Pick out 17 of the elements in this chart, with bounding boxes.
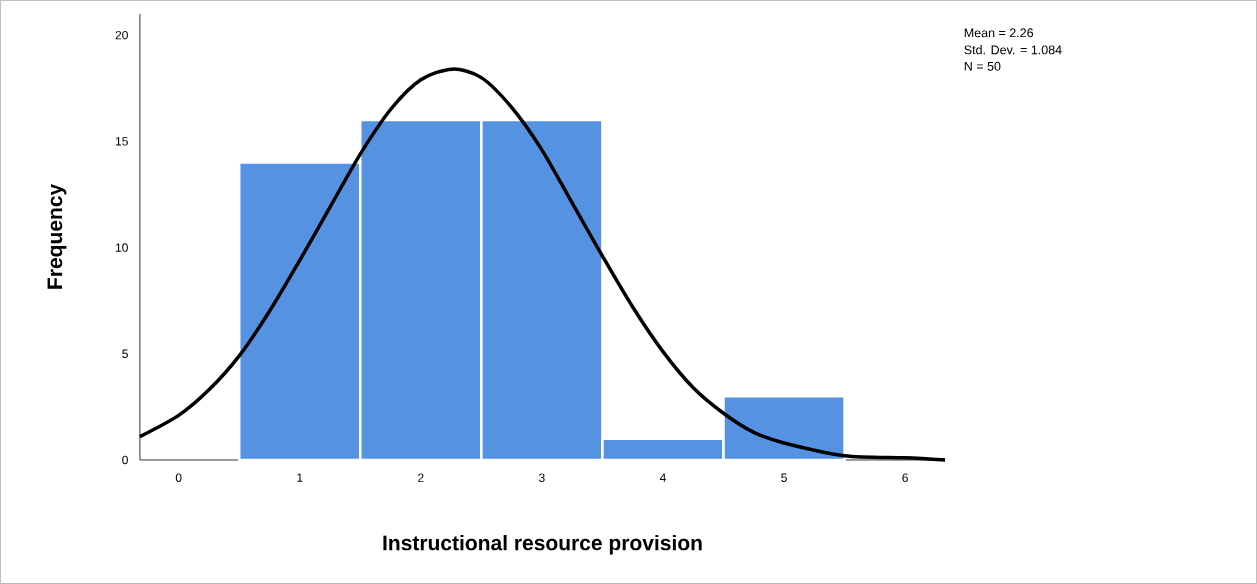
- x-tick-label: 6: [902, 473, 908, 483]
- x-tick-label: 5: [781, 473, 787, 482]
- y-tick-label: 20: [115, 30, 128, 40]
- x-axis-title: Instructional resource provision: [383, 534, 702, 555]
- y-tick-label: 15: [115, 137, 128, 146]
- y-tick-label: 0: [122, 455, 128, 465]
- text: Std. Dev. = 1.084: [964, 45, 1062, 55]
- y-tick-label: 10: [115, 243, 128, 252]
- text: Mean = 2.26: [964, 28, 1034, 38]
- x-tick-label: 2: [418, 473, 424, 482]
- x-tick-label: 4: [659, 473, 666, 482]
- y-axis-title: Frequency: [47, 183, 67, 289]
- y-tick-label: 5: [122, 349, 128, 359]
- text: N = 50: [964, 61, 1001, 71]
- x-tick-label: 3: [539, 473, 545, 483]
- x-tick-label: 1: [297, 473, 303, 482]
- x-tick-label: 0: [175, 473, 182, 483]
